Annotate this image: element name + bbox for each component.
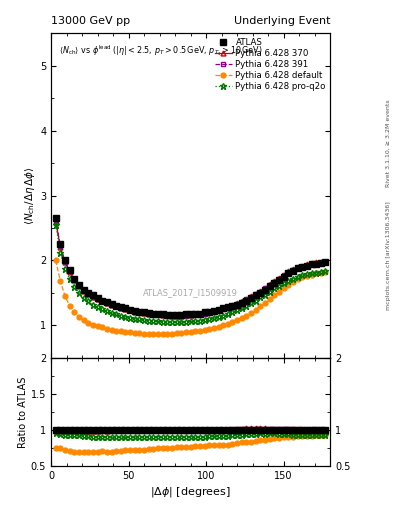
ATLAS <box>53 215 58 221</box>
ATLAS <box>63 258 68 264</box>
Pythia 6.428 default <box>142 331 147 337</box>
ATLAS <box>198 311 202 317</box>
Pythia 6.428 default <box>81 317 86 323</box>
Pythia 6.428 391 <box>63 259 68 265</box>
ATLAS <box>323 259 328 265</box>
Pythia 6.428 391 <box>323 259 328 265</box>
Pythia 6.428 370 <box>253 290 258 296</box>
Pythia 6.428 pro-q2o <box>198 318 202 324</box>
Pythia 6.428 391 <box>123 306 128 312</box>
Y-axis label: $\langle N_\mathrm{ch}/\Delta\eta\,\Delta\phi\rangle$: $\langle N_\mathrm{ch}/\Delta\eta\,\Delt… <box>23 166 37 225</box>
ATLAS <box>165 312 170 318</box>
Pythia 6.428 370 <box>170 312 174 318</box>
Text: Underlying Event: Underlying Event <box>233 15 330 26</box>
Pythia 6.428 391 <box>253 291 258 297</box>
ATLAS <box>123 305 128 311</box>
Pythia 6.428 370 <box>53 219 58 225</box>
Line: Pythia 6.428 391: Pythia 6.428 391 <box>53 217 328 318</box>
Line: Pythia 6.428 default: Pythia 6.428 default <box>53 258 328 336</box>
Pythia 6.428 391 <box>53 217 58 223</box>
Pythia 6.428 pro-q2o <box>123 314 128 320</box>
ATLAS <box>253 292 258 298</box>
Text: Rivet 3.1.10, ≥ 3.2M events: Rivet 3.1.10, ≥ 3.2M events <box>386 99 391 187</box>
Pythia 6.428 370 <box>198 311 202 317</box>
Pythia 6.428 default <box>53 258 58 264</box>
Pythia 6.428 391 <box>165 312 170 318</box>
Pythia 6.428 370 <box>63 259 68 265</box>
Pythia 6.428 370 <box>81 288 86 294</box>
Pythia 6.428 370 <box>95 296 100 303</box>
Pythia 6.428 370 <box>123 306 128 312</box>
Pythia 6.428 default <box>123 329 128 335</box>
Pythia 6.428 391 <box>81 287 86 293</box>
Pythia 6.428 pro-q2o <box>160 319 165 325</box>
Pythia 6.428 default <box>253 307 258 313</box>
Pythia 6.428 391 <box>95 295 100 302</box>
Pythia 6.428 pro-q2o <box>95 304 100 310</box>
Pythia 6.428 default <box>323 269 328 275</box>
Pythia 6.428 pro-q2o <box>63 266 68 272</box>
Text: 13000 GeV pp: 13000 GeV pp <box>51 15 130 26</box>
X-axis label: $|\Delta\phi|$ [degrees]: $|\Delta\phi|$ [degrees] <box>150 485 231 499</box>
Pythia 6.428 pro-q2o <box>253 297 258 304</box>
Legend: ATLAS, Pythia 6.428 370, Pythia 6.428 391, Pythia 6.428 default, Pythia 6.428 pr: ATLAS, Pythia 6.428 370, Pythia 6.428 39… <box>213 36 327 93</box>
Pythia 6.428 370 <box>323 259 328 265</box>
Text: $\langle N_\mathrm{ch}\rangle$ vs $\phi^\mathrm{lead}$ ($|\eta|<2.5,\,p_T>0.5\,\: $\langle N_\mathrm{ch}\rangle$ vs $\phi^… <box>59 43 263 58</box>
Y-axis label: Ratio to ATLAS: Ratio to ATLAS <box>18 376 28 447</box>
Pythia 6.428 pro-q2o <box>53 222 58 228</box>
Line: Pythia 6.428 pro-q2o: Pythia 6.428 pro-q2o <box>52 221 329 326</box>
Text: ATLAS_2017_I1509919: ATLAS_2017_I1509919 <box>143 288 238 297</box>
ATLAS <box>81 287 86 293</box>
ATLAS <box>95 295 100 301</box>
Pythia 6.428 default <box>95 323 100 329</box>
Pythia 6.428 default <box>63 293 68 299</box>
Pythia 6.428 pro-q2o <box>323 268 328 274</box>
Pythia 6.428 default <box>198 328 202 334</box>
Line: ATLAS: ATLAS <box>53 216 328 318</box>
Pythia 6.428 391 <box>198 311 202 317</box>
Pythia 6.428 pro-q2o <box>81 295 86 301</box>
Text: mcplots.cern.ch [arXiv:1306.3436]: mcplots.cern.ch [arXiv:1306.3436] <box>386 202 391 310</box>
Line: Pythia 6.428 370: Pythia 6.428 370 <box>53 219 328 318</box>
